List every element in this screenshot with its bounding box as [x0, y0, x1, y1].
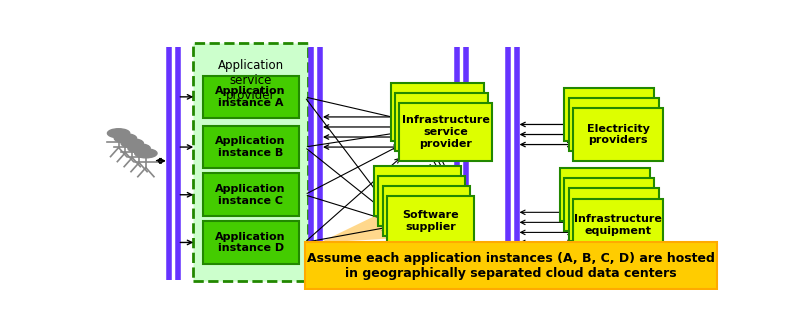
- FancyBboxPatch shape: [202, 173, 298, 216]
- FancyBboxPatch shape: [202, 126, 298, 169]
- Text: Infrastructure
equipment: Infrastructure equipment: [574, 214, 662, 236]
- FancyBboxPatch shape: [193, 43, 308, 281]
- FancyBboxPatch shape: [305, 243, 717, 289]
- Circle shape: [134, 149, 157, 158]
- Circle shape: [121, 139, 143, 148]
- Text: Application
instance D: Application instance D: [215, 232, 286, 253]
- Text: Assume each application instances (A, B, C, D) are hosted
in geographically sepa: Assume each application instances (A, B,…: [307, 252, 714, 280]
- FancyBboxPatch shape: [399, 103, 493, 161]
- Text: Application
instance C: Application instance C: [215, 184, 286, 206]
- Circle shape: [107, 129, 130, 138]
- FancyBboxPatch shape: [387, 196, 474, 246]
- Text: Infrastructure
service
provider: Infrastructure service provider: [402, 115, 490, 149]
- FancyBboxPatch shape: [382, 186, 470, 236]
- FancyBboxPatch shape: [564, 178, 654, 231]
- Text: Software
supplier: Software supplier: [402, 210, 458, 232]
- FancyBboxPatch shape: [378, 176, 465, 226]
- Circle shape: [128, 144, 150, 153]
- FancyBboxPatch shape: [395, 93, 488, 151]
- FancyBboxPatch shape: [390, 83, 484, 141]
- Text: Application
instance A: Application instance A: [215, 86, 286, 108]
- FancyBboxPatch shape: [374, 166, 461, 216]
- FancyBboxPatch shape: [573, 108, 663, 161]
- FancyBboxPatch shape: [202, 76, 298, 118]
- FancyBboxPatch shape: [564, 88, 654, 141]
- Text: Application
instance B: Application instance B: [215, 136, 286, 158]
- FancyBboxPatch shape: [573, 199, 663, 251]
- FancyBboxPatch shape: [569, 98, 658, 151]
- FancyBboxPatch shape: [569, 188, 658, 241]
- Text: Application
service
provider: Application service provider: [218, 59, 284, 102]
- Text: Electricity
providers: Electricity providers: [586, 124, 650, 145]
- FancyBboxPatch shape: [202, 221, 298, 264]
- Polygon shape: [320, 209, 390, 243]
- FancyBboxPatch shape: [560, 169, 650, 221]
- Circle shape: [114, 134, 137, 143]
